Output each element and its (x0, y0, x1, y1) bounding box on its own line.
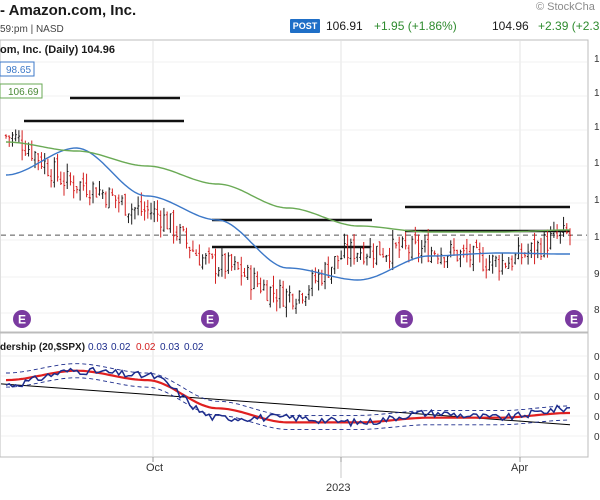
price-tick-5: 1 (594, 232, 600, 243)
indicator-legend-value-3: 0.02 (136, 342, 156, 353)
sma200-line (5, 141, 570, 233)
sma50-line (5, 147, 570, 281)
earnings-marker-label: E (400, 313, 408, 327)
support-resistance-lines (1, 96, 587, 249)
ind-tick-3: 0. (594, 392, 600, 403)
rs-line (5, 366, 571, 428)
ind-tick-2: 0. (594, 372, 600, 383)
earnings-e-icon (395, 310, 413, 328)
close-change: +2.39 (+2.3 (538, 19, 600, 33)
earnings-marker-label: E (18, 313, 26, 327)
indicator-legend-value-4: 0.03 (160, 342, 180, 353)
x-label-apr: Apr (511, 462, 528, 474)
price-panel-frame (0, 39, 589, 333)
x-label-year: 2023 (326, 482, 350, 494)
rs-band-lower (6, 377, 570, 430)
earnings-marker-label: E (570, 313, 578, 327)
price-tick-2: 1 (594, 122, 600, 133)
post-change: +1.95 (+1.86%) (374, 19, 457, 33)
earnings-e-icon (13, 310, 31, 328)
rs-ma-line (5, 369, 570, 424)
price-tick-7: 9 (594, 269, 600, 280)
price-tick-1: 1 (594, 88, 600, 99)
post-market-badge: POST (290, 19, 320, 33)
chart-title: - Amazon.com, Inc. (0, 2, 137, 19)
price-tick-8: 8 (594, 305, 600, 316)
price-tick-6: 1 (594, 54, 600, 65)
ind-tick-1: 0. (594, 352, 600, 363)
sma200-label: 106.69 (8, 87, 39, 98)
close-price: 104.96 (492, 19, 529, 33)
earnings-marker-label: E (206, 313, 214, 327)
price-bars (4, 129, 572, 318)
indicator-legend-value-2: 0.02 (111, 342, 131, 353)
copyright-label: © StockCha (536, 1, 595, 13)
moving-average-lines (5, 141, 570, 281)
price-tick-3: 1 (594, 158, 600, 169)
axis-ticks (152, 457, 521, 462)
price-legend-title: om, Inc. (Daily) 104.96 (0, 44, 115, 56)
earnings-e-icon (201, 310, 219, 328)
post-price: 106.91 (326, 19, 363, 33)
chart-header: - Amazon.com, Inc. © StockCha 59:pm | NA… (0, 0, 600, 40)
sma200-label-box (0, 83, 43, 99)
timestamp-exchange: 59:pm | NASD (0, 24, 64, 35)
indicator-legend-title: dership (20,$SPX) (0, 342, 85, 353)
indicator-legend-value-5: 0.02 (184, 342, 204, 353)
sma50-label-box (0, 61, 35, 77)
rs-band-upper (6, 363, 571, 416)
ind-tick-4: 0. (594, 412, 600, 423)
indicator-legend-value-1: 0.03 (88, 342, 108, 353)
relative-strength-lines (0, 363, 571, 430)
price-tick-4: 1 (594, 195, 600, 206)
x-label-oct: Oct (146, 462, 163, 474)
earnings-e-icon (565, 310, 583, 328)
grid-lines (1, 41, 587, 478)
ind-tick-5: 0. (594, 432, 600, 443)
sma50-label: 98.65 (6, 65, 31, 76)
